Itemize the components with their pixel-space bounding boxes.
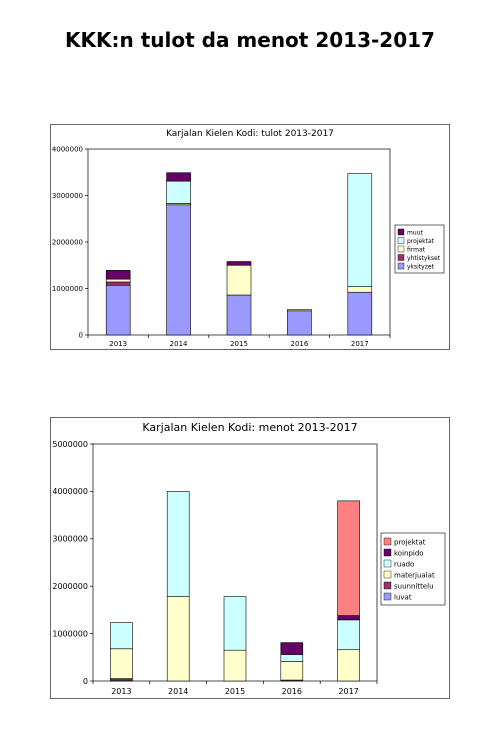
x-tick-label: 2013	[109, 340, 127, 348]
legend-label: suunnittelu	[394, 583, 434, 591]
chart-menot: Karjalan Kielen Kodi: menot 2013-2017 0 10…	[50, 417, 450, 703]
bar-segment-materjualat	[337, 649, 360, 682]
bar-segment-yksityzet	[105, 284, 131, 336]
y-tick-label: 2000000	[52, 582, 88, 591]
x-tick-label: 2015	[225, 687, 245, 696]
legend-label: materjualat	[394, 572, 435, 580]
x-tick-label: 2013	[111, 687, 131, 696]
y-tick-label: 2000000	[52, 238, 83, 246]
legend-swatch	[383, 537, 392, 546]
bar-segment-yksityzet	[166, 204, 191, 336]
chart-title: Karjalan Kielen Kodi: tulot 2013-2017	[166, 129, 334, 139]
bar-segment-materjualat	[166, 596, 190, 682]
legend-swatch	[383, 570, 392, 579]
legend-label: ruado	[394, 561, 414, 569]
legend-label: projektat	[407, 238, 435, 245]
bar-segment-materjualat	[110, 648, 133, 679]
bar-segment-ruado	[223, 596, 247, 651]
legend-label: firmat	[407, 247, 426, 254]
x-tick-label: 2015	[230, 340, 248, 348]
x-tick-label: 2017	[351, 340, 369, 348]
x-tick-label: 2017	[338, 687, 358, 696]
x-tick-label: 2014	[168, 687, 188, 696]
y-tick-label: 3000000	[52, 192, 83, 200]
y-tick-label: 1000000	[52, 629, 88, 638]
y-tick-label: 1000000	[52, 285, 83, 293]
y-tick-label: 5000000	[52, 440, 88, 449]
legend	[380, 532, 446, 606]
legend-swatch	[397, 254, 405, 261]
bar-segment-ruado	[166, 491, 190, 597]
bar-segment-ruado	[110, 622, 133, 650]
legend-swatch	[383, 559, 392, 568]
legend-swatch	[397, 228, 405, 236]
bar-segment-yhtistykset	[105, 281, 131, 286]
legend-swatch	[383, 548, 392, 557]
bar-segment-firmat	[226, 264, 252, 296]
bar-segment-projektat	[166, 180, 191, 204]
legend-swatch	[383, 592, 392, 601]
bar-segment-materjualat	[280, 661, 304, 681]
y-tick-label: 3000000	[52, 535, 88, 544]
chart-title: Karjalan Kielen Kodi: menot 2013-2017	[142, 421, 357, 434]
x-tick-label: 2016	[282, 687, 302, 696]
bar-segment-yksityzet	[347, 291, 373, 336]
bar-segment-projektat	[347, 173, 373, 287]
bar-segment-koinpido	[337, 615, 360, 621]
legend-label: projektat	[394, 539, 426, 547]
bar-segment-muut	[226, 261, 252, 266]
chart-svg: Karjalan Kielen Kodi: tulot 2013-2017 0 10…	[50, 124, 450, 350]
legend-label: luvat	[394, 594, 412, 602]
legend-swatch	[383, 581, 392, 590]
legend-label: yhtistykset	[407, 255, 441, 262]
legend-swatch	[397, 245, 405, 253]
bar-segment-yksityzet	[287, 310, 312, 336]
bar-segment-yksityzet	[226, 294, 252, 336]
bar-segment-muut	[105, 270, 131, 280]
bar-segment-firmat	[287, 309, 312, 312]
bar-segment-projektat	[337, 500, 360, 616]
y-tick-label: 0	[79, 331, 83, 339]
x-tick-label: 2014	[170, 340, 188, 348]
bar-segment-firmat	[347, 286, 373, 293]
bar-segment-muut	[166, 172, 191, 182]
chart-svg: Karjalan Kielen Kodi: menot 2013-2017 0 10…	[50, 417, 450, 699]
y-tick-label: 4000000	[52, 487, 88, 496]
legend-swatch	[397, 262, 405, 270]
y-tick-label: 4000000	[52, 145, 83, 153]
bar-segment-firmat	[105, 278, 131, 283]
legend-label: yksityzet	[407, 264, 435, 271]
bar-segment-materjualat	[223, 649, 247, 682]
page-title: KKK:n tulot da menot 2013-2017	[65, 28, 435, 52]
chart-tulot: Karjalan Kielen Kodi: tulot 2013-2017 0 10…	[50, 124, 450, 354]
bar-segment-ruado	[337, 619, 360, 651]
legend-swatch	[397, 237, 405, 244]
legend-label: koinpido	[394, 550, 424, 558]
y-tick-label: 0	[83, 677, 88, 686]
bar-segment-koinpido	[280, 642, 304, 655]
bar-segment-ruado	[280, 654, 304, 662]
x-tick-label: 2016	[290, 340, 308, 348]
legend-label: muut	[407, 230, 423, 237]
